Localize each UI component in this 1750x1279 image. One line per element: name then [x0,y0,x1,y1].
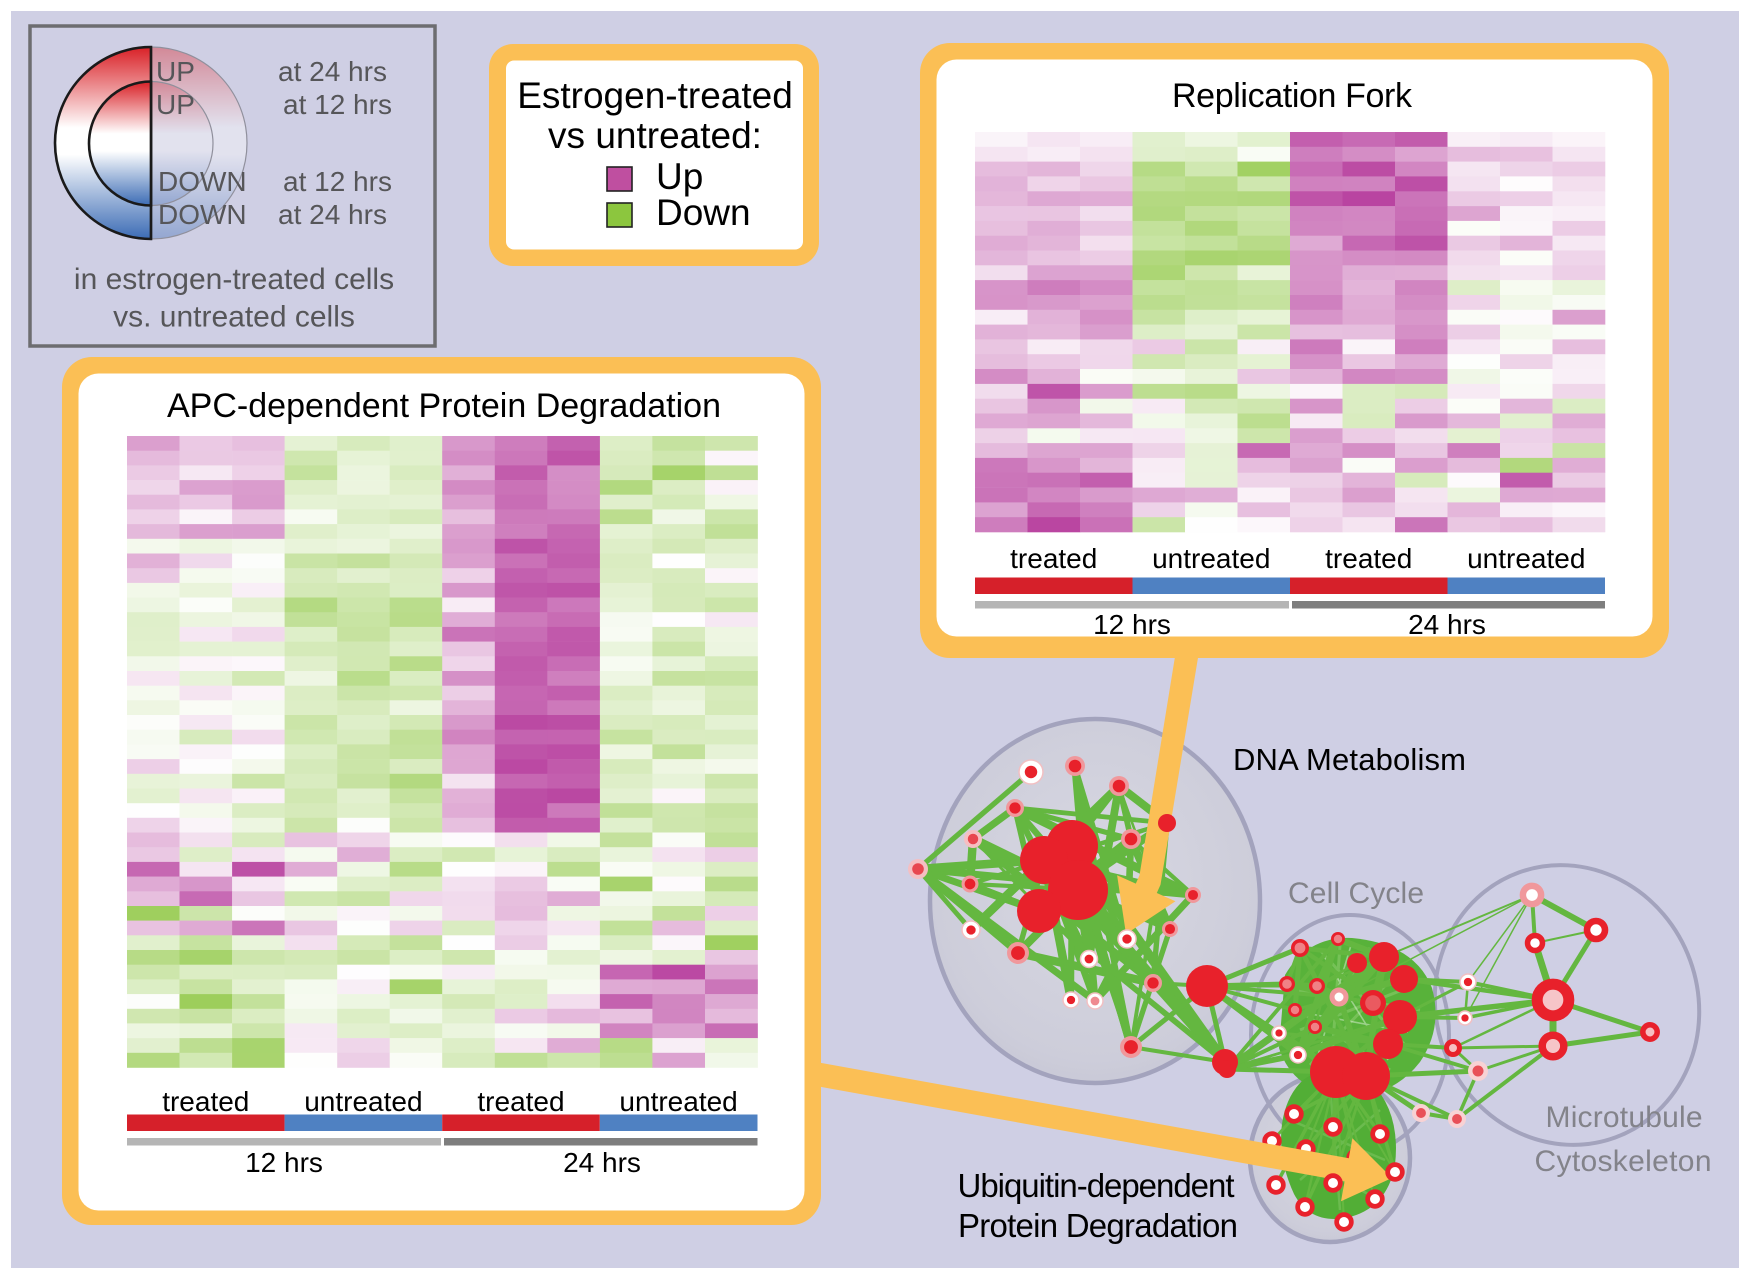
svg-text:Cytoskeleton: Cytoskeleton [1535,1145,1712,1178]
svg-text:DOWN: DOWN [158,166,247,197]
svg-text:at 24 hrs: at 24 hrs [278,199,387,230]
svg-text:vs. untreated cells: vs. untreated cells [113,301,355,334]
svg-text:Replication Fork: Replication Fork [1172,77,1413,115]
svg-text:in estrogen-treated cells: in estrogen-treated cells [74,263,394,296]
svg-text:Cell Cycle: Cell Cycle [1288,877,1424,910]
svg-text:untreated: untreated [619,1086,737,1117]
svg-text:24 hrs: 24 hrs [1408,609,1486,640]
svg-text:UP: UP [156,89,195,120]
svg-text:at 12 hrs: at 12 hrs [283,166,392,197]
svg-text:12 hrs: 12 hrs [1093,609,1171,640]
svg-text:treated: treated [1010,543,1097,574]
svg-text:DNA Metabolism: DNA Metabolism [1233,742,1466,777]
svg-text:Down: Down [656,192,751,233]
svg-text:treated: treated [1325,543,1412,574]
svg-text:treated: treated [162,1086,249,1117]
svg-text:UP: UP [156,56,195,87]
svg-text:Protein Degradation: Protein Degradation [958,1207,1238,1244]
svg-text:12 hrs: 12 hrs [245,1147,323,1178]
svg-text:untreated: untreated [1467,543,1585,574]
svg-text:DOWN: DOWN [158,199,247,230]
svg-text:Microtubule: Microtubule [1546,1101,1703,1134]
svg-text:at 24 hrs: at 24 hrs [278,56,387,87]
svg-text:untreated: untreated [1152,543,1270,574]
svg-text:untreated: untreated [304,1086,422,1117]
svg-text:APC-dependent Protein Degradat: APC-dependent Protein Degradation [167,387,721,425]
svg-text:at 12 hrs: at 12 hrs [283,89,392,120]
svg-text:24 hrs: 24 hrs [563,1147,641,1178]
svg-text:vs untreated:: vs untreated: [548,115,762,156]
svg-text:Estrogen-treated: Estrogen-treated [517,75,793,116]
svg-text:Up: Up [656,156,703,197]
svg-text:treated: treated [477,1086,564,1117]
svg-text:Ubiquitin-dependent: Ubiquitin-dependent [958,1167,1235,1204]
